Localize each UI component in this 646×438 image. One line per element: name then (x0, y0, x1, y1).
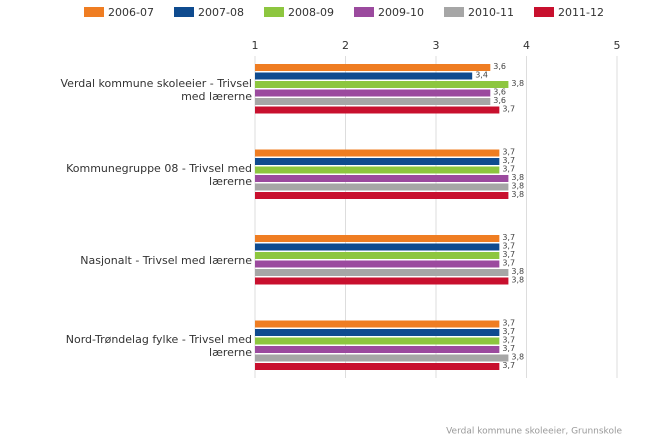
value-label: 3,8 (511, 353, 524, 362)
value-label: 3,8 (511, 276, 524, 285)
x-tick-label: 1 (252, 39, 259, 52)
bar (255, 243, 500, 251)
value-label: 3,4 (475, 71, 488, 80)
bar (255, 269, 509, 276)
bar (255, 158, 500, 165)
bar (255, 192, 509, 199)
legend-swatch (174, 7, 194, 17)
value-label: 3,8 (511, 190, 524, 199)
bar (255, 81, 509, 88)
value-label: 3,8 (511, 182, 524, 191)
legend-label: 2006-07 (108, 6, 154, 19)
bar (255, 320, 500, 328)
bar (255, 277, 509, 285)
bar (255, 252, 500, 259)
legend-swatch (264, 7, 284, 17)
legend-swatch (354, 7, 374, 17)
value-label: 3,8 (511, 267, 524, 276)
category-label: Verdal kommune skoleeier - Trivsel med l… (60, 76, 252, 103)
x-tick-label: 2 (342, 39, 349, 52)
value-label: 3,7 (502, 105, 515, 114)
value-label: 3,7 (502, 327, 515, 336)
bar (255, 72, 473, 80)
value-label: 3,7 (502, 156, 515, 165)
bar (255, 183, 509, 191)
bar (255, 363, 500, 370)
source: Verdal kommune skoleeier, Grunnskole (446, 427, 622, 437)
value-label: 3,7 (502, 250, 515, 259)
bar (255, 89, 491, 97)
legend-swatch (444, 7, 464, 17)
legend-label: 2007-08 (198, 6, 244, 19)
value-label: 3,7 (502, 233, 515, 242)
value-label: 3,7 (502, 242, 515, 251)
value-label: 3,7 (502, 336, 515, 345)
legend-label: 2011-12 (558, 6, 604, 19)
bar (255, 175, 509, 182)
x-tick-label: 5 (614, 39, 621, 52)
bar (255, 98, 491, 105)
bar (255, 235, 500, 242)
value-label: 3,7 (502, 148, 515, 157)
bar (255, 260, 500, 268)
bar (255, 64, 491, 71)
bar (255, 346, 500, 353)
legend-label: 2009-10 (378, 6, 424, 19)
bar (255, 106, 500, 114)
bar (255, 329, 500, 336)
category-label: Nord-Trøndelag fylke - Trivsel med lærer… (65, 333, 252, 359)
value-label: 3,6 (493, 88, 506, 97)
value-label: 3,7 (502, 361, 515, 370)
value-label: 3,7 (502, 319, 515, 328)
x-tick-label: 4 (523, 39, 530, 52)
bar (255, 149, 500, 157)
value-label: 3,6 (493, 62, 506, 71)
value-label: 3,7 (502, 165, 515, 174)
category-label: Kommunegruppe 08 - Trivsel med lærerne (66, 162, 252, 188)
legend-label: 2010-11 (468, 6, 514, 19)
value-label: 3,8 (511, 173, 524, 182)
bar (255, 337, 500, 345)
value-label: 3,6 (493, 96, 506, 105)
x-tick-label: 3 (433, 39, 440, 52)
value-label: 3,8 (511, 79, 524, 88)
legend-swatch (534, 7, 554, 17)
bar (255, 166, 500, 174)
value-label: 3,7 (502, 344, 515, 353)
category-label: Nasjonalt - Trivsel med lærerne (80, 254, 252, 267)
value-label: 3,7 (502, 259, 515, 268)
legend-swatch (84, 7, 104, 17)
bar (255, 354, 509, 362)
legend-label: 2008-09 (288, 6, 334, 19)
